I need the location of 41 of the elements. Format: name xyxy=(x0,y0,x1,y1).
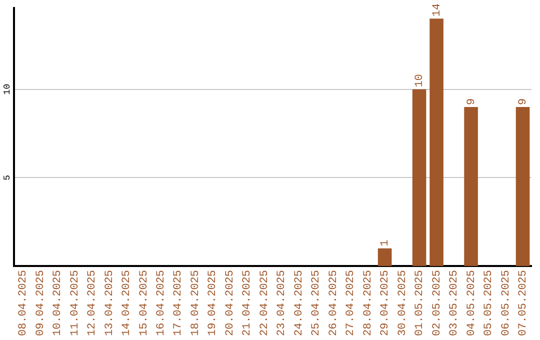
x-tick-label: 18.04.2025 xyxy=(190,270,202,336)
data-label: 1 xyxy=(380,239,392,246)
x-tick-label: 26.04.2025 xyxy=(328,270,340,336)
x-tick-label: 06.05.2025 xyxy=(500,270,512,336)
x-tick-label: 04.05.2025 xyxy=(466,270,478,336)
bar xyxy=(430,18,444,266)
x-tick-label: 29.04.2025 xyxy=(380,270,392,336)
x-tick-label: 19.04.2025 xyxy=(207,270,220,336)
x-tick-label: 22.04.2025 xyxy=(258,270,271,336)
x-tick-label: 30.04.2025 xyxy=(396,270,409,336)
bar xyxy=(378,248,392,266)
x-tick-label: 16.04.2025 xyxy=(156,270,168,336)
x-tick-label: 23.04.2025 xyxy=(276,270,288,336)
x-tick-label: 05.05.2025 xyxy=(483,270,496,336)
y-tick-label: 5 xyxy=(2,174,12,180)
x-tick-label: 07.05.2025 xyxy=(518,270,530,336)
x-tick-label: 11.04.2025 xyxy=(69,270,82,336)
x-tick-label: 01.05.2025 xyxy=(414,270,426,336)
data-label: 9 xyxy=(518,98,530,105)
x-tick-label: 12.04.2025 xyxy=(86,270,99,336)
bar xyxy=(516,106,530,266)
data-label: 14 xyxy=(431,3,444,17)
x-tick-label: 13.04.2025 xyxy=(104,270,116,336)
x-tick-label: 10.04.2025 xyxy=(52,270,64,336)
x-tick-label: 21.04.2025 xyxy=(242,270,254,336)
x-tick-label: 27.04.2025 xyxy=(345,270,358,336)
bar xyxy=(412,89,426,266)
x-tick-label: 25.04.2025 xyxy=(310,270,323,336)
data-label: 10 xyxy=(414,74,426,88)
x-tick-label: 03.05.2025 xyxy=(448,270,461,336)
bar xyxy=(464,106,478,266)
x-tick-label: 24.04.2025 xyxy=(293,270,306,336)
x-tick-label: 09.04.2025 xyxy=(34,270,47,336)
x-tick-label: 17.04.2025 xyxy=(172,270,185,336)
x-tick-label: 14.04.2025 xyxy=(121,270,134,336)
x-tick-label: 08.04.2025 xyxy=(18,270,30,336)
x-tick-label: 28.04.2025 xyxy=(362,270,374,336)
x-tick-label: 02.05.2025 xyxy=(431,270,444,336)
data-label: 9 xyxy=(466,98,478,105)
x-tick-label: 15.04.2025 xyxy=(138,270,150,336)
x-tick-label: 20.04.2025 xyxy=(224,270,236,336)
